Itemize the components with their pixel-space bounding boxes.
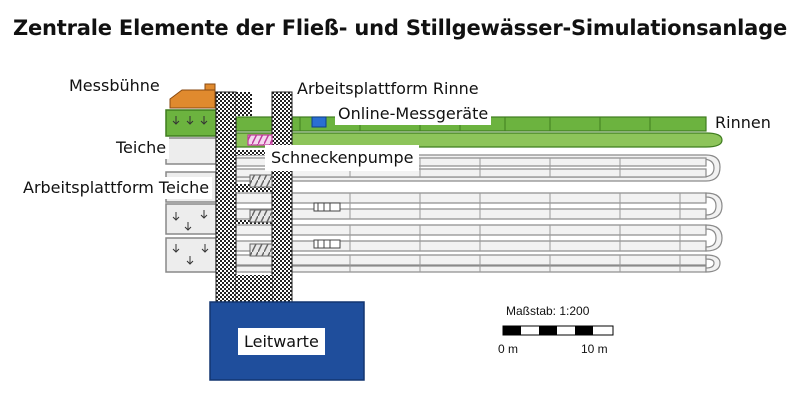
label-rinnen: Rinnen [715,113,771,132]
channels [235,116,723,273]
screw-pump-icon [247,134,273,257]
measurement-stage [169,83,216,109]
scale-bar [502,325,614,336]
scale-tick-end: 10 m [581,342,608,356]
scale-title: Maßstab: 1:200 [506,304,590,318]
platform-channel [236,92,252,116]
label-arbeitsplattform-rinne: Arbeitsplattform Rinne [294,78,482,100]
pond [165,137,217,165]
label-leitwarte: Leitwarte [238,328,325,355]
label-schneckenpumpe: Schneckenpumpe [265,145,420,171]
scale-tick-start: 0 m [498,342,519,356]
label-arbeitsplattform-teiche: Arbeitsplattform Teiche [20,177,213,199]
label-messbuehne: Messbühne [66,75,163,97]
platform-ponds [215,91,237,313]
diagram-title: Zentrale Elemente der Fließ- und Stillge… [12,16,787,40]
pond [165,237,217,273]
platform-channel-vertical [271,91,293,313]
measuring-device-icon [311,116,341,249]
label-teiche: Teiche [113,137,170,159]
pond [165,203,217,235]
label-online-messgeraete: Online-Messgeräte [335,103,492,125]
